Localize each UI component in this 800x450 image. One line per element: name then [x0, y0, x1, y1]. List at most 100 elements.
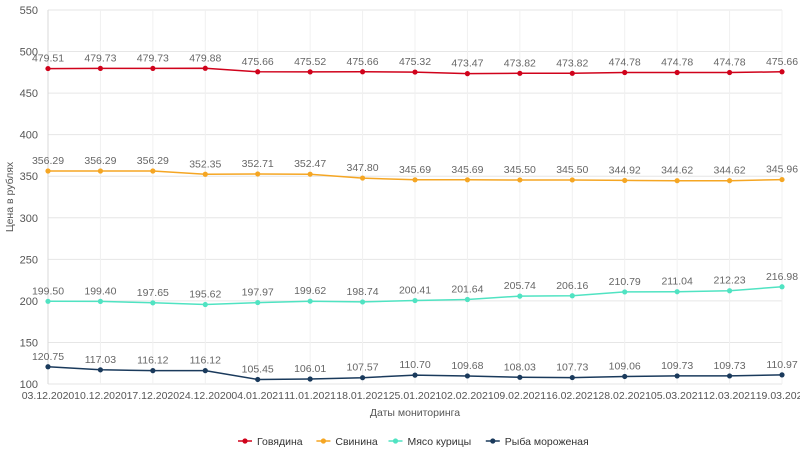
- data-label: 347.80: [347, 162, 379, 174]
- x-tick-label: 05.03.2021: [651, 390, 704, 402]
- data-label: 475.66: [242, 56, 274, 68]
- data-label: 475.52: [294, 56, 326, 68]
- data-label: 216.98: [766, 271, 798, 283]
- data-point: [569, 177, 575, 183]
- data-point: [307, 171, 313, 177]
- data-label: 199.50: [32, 285, 64, 297]
- data-point: [202, 171, 208, 177]
- data-point: [255, 69, 261, 75]
- data-label: 352.71: [242, 158, 274, 170]
- data-label: 473.82: [504, 57, 536, 69]
- data-point: [45, 364, 51, 370]
- legend-item[interactable]: Рыба мороженая: [485, 436, 589, 448]
- data-label: 116.12: [137, 355, 168, 367]
- x-tick-label: 16.02.2021: [546, 390, 599, 402]
- data-label: 210.79: [609, 276, 641, 288]
- legend-item[interactable]: Говядина: [238, 436, 303, 448]
- data-label: 474.78: [661, 57, 693, 69]
- x-tick-label: 18.01.2021: [336, 390, 389, 402]
- legend-item[interactable]: Мясо курицы: [388, 436, 472, 448]
- data-label: 345.50: [504, 164, 536, 176]
- data-point: [45, 298, 51, 304]
- x-tick-label: 03.12.2020: [22, 390, 75, 402]
- y-tick-label: 400: [20, 130, 38, 142]
- data-label: 479.88: [189, 52, 221, 64]
- y-tick-label: 250: [20, 254, 38, 266]
- legend-item[interactable]: Свинина: [316, 436, 378, 448]
- legend-label: Рыба мороженая: [505, 436, 589, 448]
- data-label: 356.29: [32, 155, 64, 167]
- data-point: [726, 178, 733, 184]
- y-axis: 100 150 200 250 300 350 400 450 500 550: [20, 5, 49, 391]
- data-label: 109.73: [714, 360, 746, 372]
- data-point: [97, 367, 104, 373]
- y-tick-label: 100: [20, 379, 38, 391]
- data-label: 352.35: [189, 158, 221, 170]
- y-tick-label: 150: [20, 337, 38, 349]
- y-tick-label: 550: [20, 5, 38, 17]
- data-label: 479.73: [137, 52, 169, 64]
- data-point: [412, 372, 418, 378]
- y-axis-title: Цена в рублях: [4, 161, 16, 232]
- y-tick-label: 500: [20, 47, 38, 59]
- data-point: [307, 69, 313, 75]
- series-group: [45, 65, 785, 383]
- data-point: [359, 175, 366, 181]
- data-point: [307, 298, 313, 304]
- data-point: [97, 168, 104, 174]
- data-point: [255, 171, 261, 177]
- x-tick-label: 25.01.2021: [389, 390, 442, 402]
- data-point: [359, 299, 366, 305]
- data-point: [202, 301, 208, 308]
- data-label: 197.97: [242, 287, 274, 299]
- y-tick-label: 300: [20, 213, 38, 225]
- data-label: 109.06: [609, 360, 641, 372]
- data-point: [726, 288, 733, 294]
- data-label: 206.16: [556, 280, 588, 292]
- data-label: 473.82: [556, 57, 588, 69]
- data-point: [569, 70, 575, 76]
- x-tick-label: 04.01.2021: [231, 390, 284, 402]
- data-point: [464, 177, 471, 183]
- data-label: 198.74: [347, 286, 379, 298]
- data-label: 356.29: [84, 155, 116, 167]
- data-point: [45, 65, 51, 72]
- data-point: [255, 299, 261, 306]
- data-label: 352.47: [294, 158, 326, 170]
- data-label: 345.69: [399, 164, 431, 176]
- data-point: [150, 65, 156, 72]
- data-label: 345.50: [556, 164, 588, 176]
- data-label: 479.73: [84, 52, 116, 64]
- legend-marker: [392, 438, 399, 444]
- data-point: [412, 69, 418, 75]
- x-tick-label: 02.02.2021: [441, 390, 494, 402]
- data-label: 106.01: [294, 363, 326, 375]
- data-point: [569, 374, 575, 381]
- data-point: [779, 284, 785, 290]
- x-axis: 03.12.2020 10.12.2020 17.12.2020 24.12.2020…: [22, 390, 800, 402]
- x-tick-label: 24.12.2020: [179, 390, 232, 402]
- data-point: [202, 65, 208, 71]
- data-point: [464, 373, 471, 379]
- legend-marker: [242, 438, 248, 444]
- data-point: [359, 375, 366, 381]
- data-label: 107.57: [347, 362, 379, 374]
- data-label: 345.69: [451, 164, 483, 176]
- data-point: [150, 300, 156, 306]
- data-point: [97, 65, 104, 72]
- data-point: [150, 368, 156, 374]
- data-label: 474.78: [714, 57, 746, 69]
- data-point: [150, 168, 156, 174]
- data-label: 474.78: [609, 57, 641, 69]
- data-label: 117.03: [85, 354, 116, 366]
- data-label: 105.45: [242, 363, 274, 375]
- x-tick-label: 12.03.2021: [703, 390, 756, 402]
- data-label: 345.96: [766, 164, 798, 176]
- data-point: [779, 372, 785, 378]
- data-point: [622, 177, 628, 184]
- data-point: [97, 298, 104, 304]
- x-tick-label: 28.02.2021: [598, 390, 651, 402]
- data-point: [517, 177, 523, 183]
- y-tick-label: 450: [20, 88, 38, 100]
